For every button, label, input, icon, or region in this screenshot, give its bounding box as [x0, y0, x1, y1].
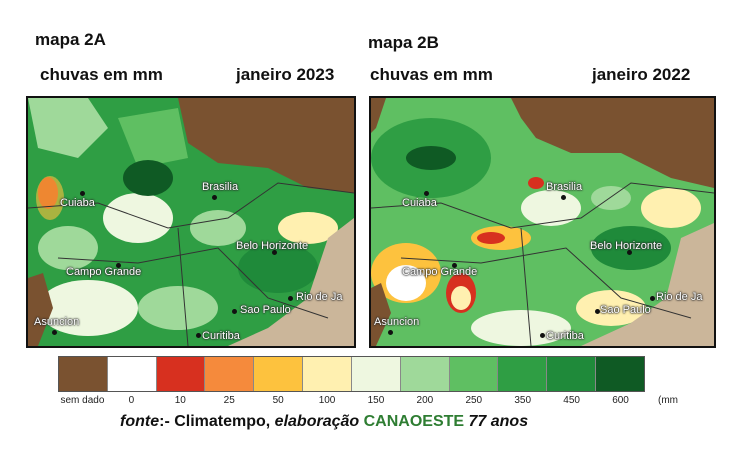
city-label: Campo Grande	[402, 266, 478, 278]
city-label: Belo Horizonte	[590, 240, 663, 252]
legend-label: 100	[318, 395, 336, 406]
city-label: Rio de Ja	[296, 291, 343, 303]
source-caption: fonte:- Climatempo, elaboração CANAOESTE…	[120, 413, 528, 431]
city-label: Cuiaba	[402, 197, 437, 209]
rainfall-map-b	[369, 96, 716, 348]
city-label: Curitiba	[202, 330, 240, 342]
legend-label: 10	[174, 395, 186, 406]
legend-swatch	[59, 357, 108, 391]
map-b-graphic	[371, 98, 714, 346]
city-label: Curitiba	[546, 330, 584, 342]
legend-label: 600	[612, 395, 629, 406]
city-label: Asuncion	[374, 316, 420, 328]
legend-swatch	[107, 357, 157, 391]
city-label: Brasilia	[546, 181, 583, 193]
map-b-period: janeiro 2022	[592, 65, 691, 84]
rainfall-map-a	[26, 96, 356, 348]
city-label: Rio de Ja	[656, 291, 703, 303]
city-label: Belo Horizonte	[236, 240, 309, 252]
map-a-subtitle: chuvas em mm	[40, 65, 163, 84]
source-sep: :- Climatempo,	[159, 413, 275, 430]
source-suffix: 77 anos	[464, 413, 529, 430]
legend-swatch	[400, 357, 450, 391]
legend-swatch	[351, 357, 401, 391]
city-label: Sao Paulo	[600, 304, 651, 316]
city-label: Campo Grande	[66, 266, 142, 278]
source-prefix: fonte	[120, 413, 160, 430]
legend-label: 150	[367, 395, 385, 406]
legend-swatch	[156, 357, 206, 391]
legend-swatch	[254, 357, 304, 391]
source-mid: elaboração	[274, 413, 364, 430]
source-org: CANAOESTE	[363, 413, 465, 430]
legend-label: 0	[128, 395, 135, 406]
city-label: Sao Paulo	[240, 304, 291, 316]
legend-label: 450	[563, 395, 580, 406]
legend-unit: (mm	[658, 395, 678, 406]
legend-label: 50	[272, 395, 284, 406]
map-a-period: janeiro 2023	[236, 65, 335, 84]
map-a-title: mapa 2A	[35, 30, 106, 49]
legend-label: sem dado	[60, 395, 105, 406]
city-label: Brasilia	[202, 181, 239, 193]
legend-label: 250	[465, 395, 483, 406]
legend-label: 25	[223, 395, 235, 406]
legend-swatch	[303, 357, 352, 391]
city-label: Cuiaba	[60, 197, 95, 209]
legend-label: 350	[514, 395, 532, 406]
legend-swatch	[547, 357, 597, 391]
city-label: Asuncion	[34, 316, 80, 328]
legend-swatch	[205, 357, 255, 391]
map-b-subtitle: chuvas em mm	[370, 65, 493, 84]
legend-swatch	[596, 357, 644, 391]
legend-label: 200	[416, 395, 434, 406]
map-b-title: mapa 2B	[368, 33, 439, 52]
map-a-graphic	[28, 98, 354, 346]
color-legend	[58, 356, 645, 392]
legend-swatch	[498, 357, 548, 391]
legend-swatch	[449, 357, 499, 391]
